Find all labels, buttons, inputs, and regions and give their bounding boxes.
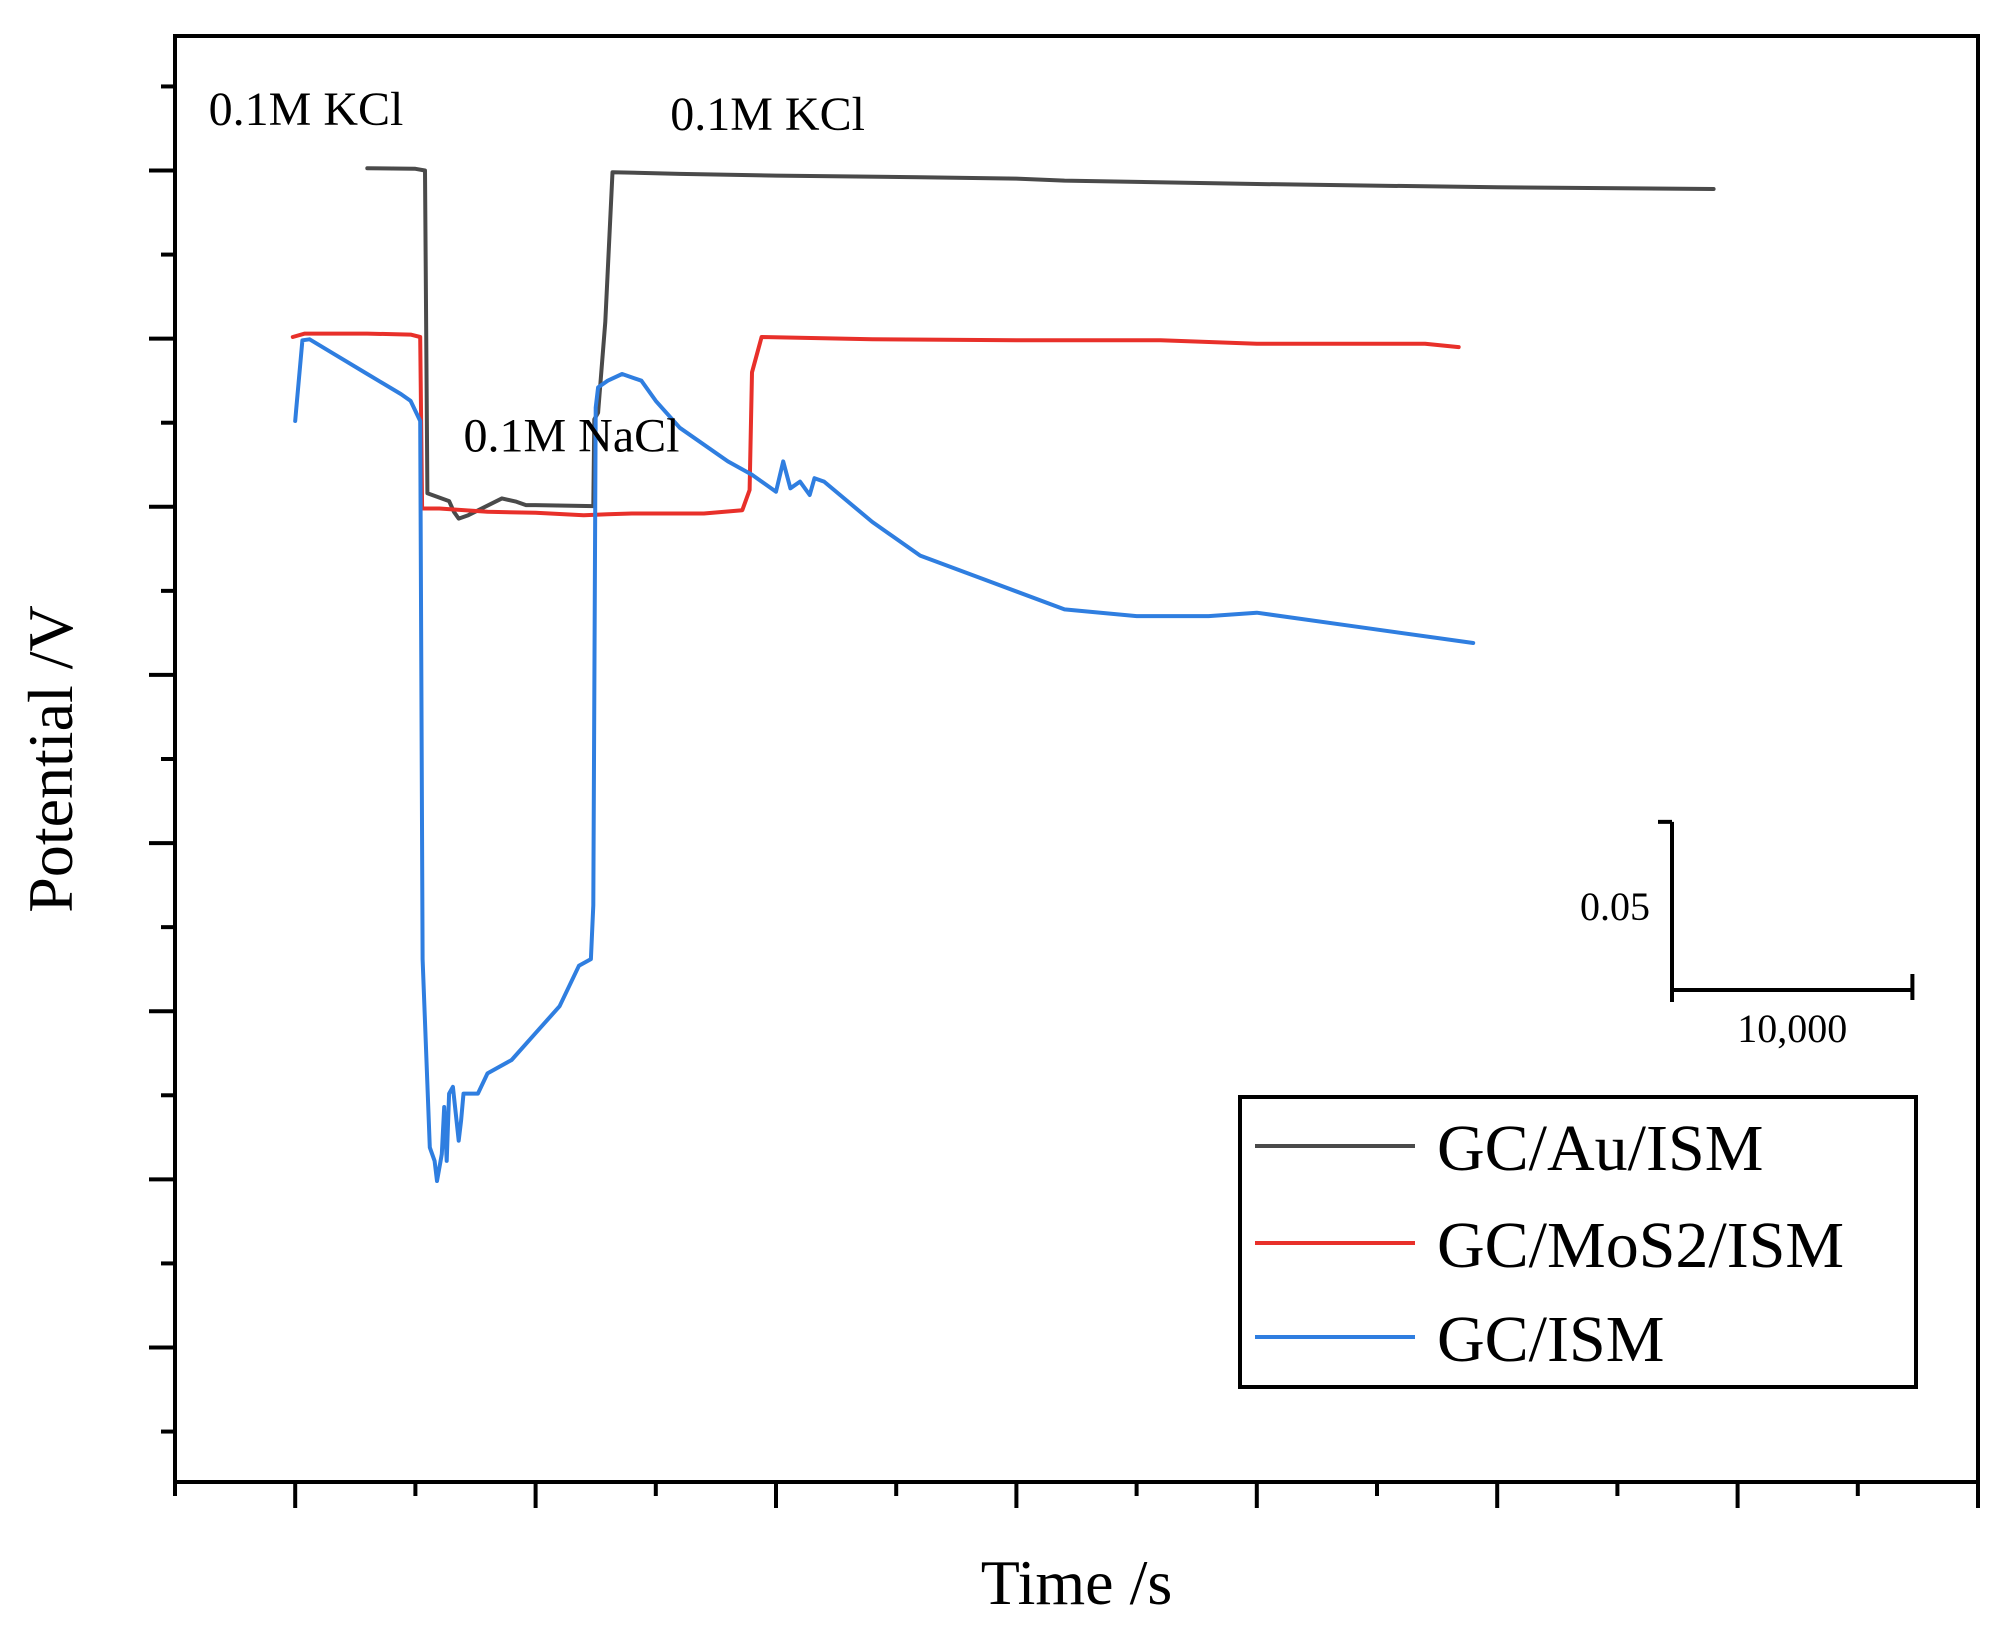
legend-label-gc-au-ism: GC/Au/ISM — [1437, 1112, 1763, 1185]
annotation-kcl-second: 0.1M KCl — [670, 88, 865, 141]
legend-label-gc-ism: GC/ISM — [1437, 1303, 1664, 1376]
series-line-gc-mos2-ism — [290, 331, 1461, 518]
x-axis-label: Time /s — [981, 1547, 1173, 1618]
annotation-layer: 0.1M KCl 0.1M KCl 0.1M NaCl — [209, 83, 865, 462]
legend: GC/Au/ISM GC/MoS2/ISM GC/ISM — [1238, 1095, 1918, 1389]
y-axis-label: Potential /V — [15, 605, 86, 913]
legend-label-gc-mos2-ism: GC/MoS2/ISM — [1437, 1209, 1844, 1282]
annotation-nacl: 0.1M NaCl — [463, 409, 679, 462]
scale-bar-y-label: 0.05 — [1580, 884, 1650, 929]
annotation-kcl-first: 0.1M KCl — [209, 83, 404, 136]
scale-bar-x-label: 10,000 — [1737, 1006, 1847, 1051]
series-layer — [290, 166, 1716, 1183]
series-line-gc-ism — [293, 337, 1476, 1183]
axes-layer — [149, 34, 1980, 1508]
scale-bar: 0.05 10,000 — [1580, 819, 1915, 1051]
